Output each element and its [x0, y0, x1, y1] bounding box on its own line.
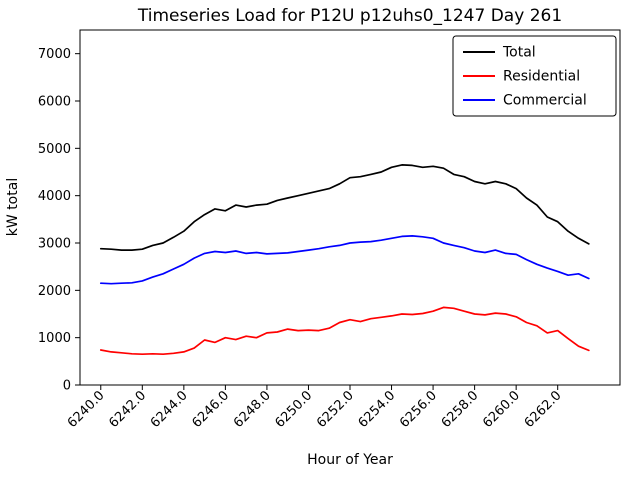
y-tick-label: 0	[63, 379, 71, 394]
line-total	[99, 164, 590, 251]
y-axis: 0 1000 2000 3000 4000 5000 6000 7000	[38, 47, 80, 394]
y-tick-label: 1000	[38, 331, 71, 346]
chart-title: Timeseries Load for P12U p12uhs0_1247 Da…	[137, 6, 562, 26]
y-axis-label: kW total	[5, 178, 21, 236]
legend-label-residential: Residential	[503, 69, 580, 85]
line-residential	[99, 306, 590, 356]
y-tick-label: 6000	[38, 95, 71, 110]
legend-label-commercial: Commercial	[503, 93, 587, 109]
legend-label-total: Total	[502, 45, 536, 61]
y-tick-label: 2000	[38, 284, 71, 299]
y-tick-label: 5000	[38, 142, 71, 157]
x-axis-label: Hour of Year	[307, 452, 393, 468]
legend: Total Residential Commercial	[452, 35, 617, 117]
y-tick-label: 7000	[38, 47, 71, 62]
series-lines	[99, 164, 590, 356]
y-tick-label: 3000	[38, 237, 71, 252]
line-commercial	[99, 235, 590, 285]
y-tick-label: 4000	[38, 189, 71, 204]
legend-box	[452, 35, 617, 117]
